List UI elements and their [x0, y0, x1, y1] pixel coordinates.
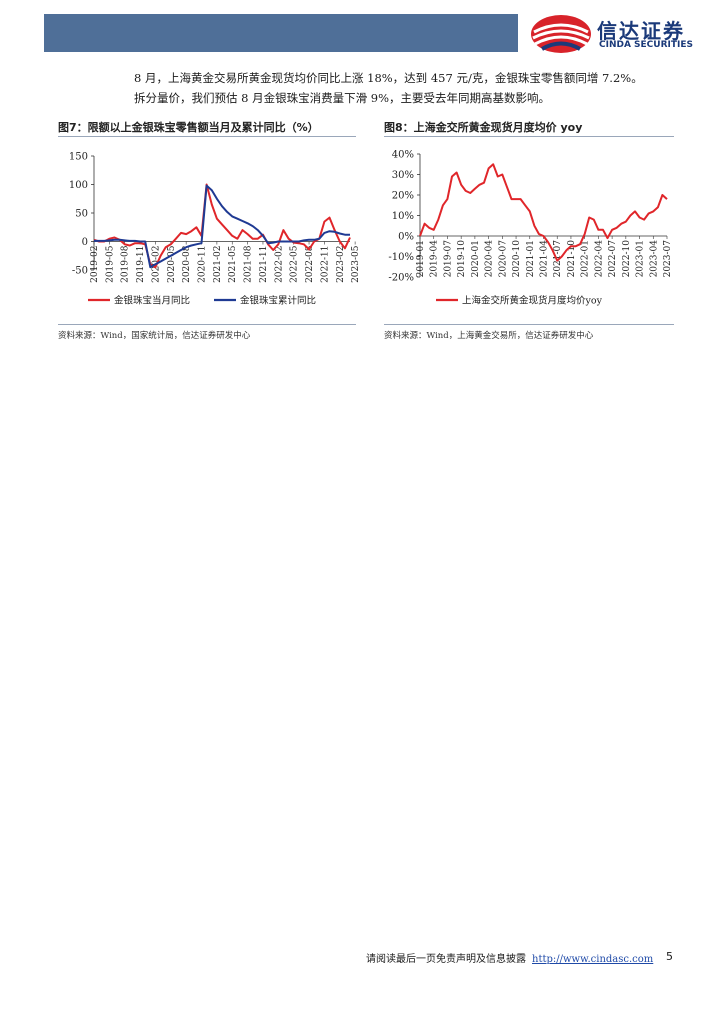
y-tick-label: 10% [392, 211, 414, 222]
y-tick-label: 0 [82, 237, 88, 248]
figure-8-top-rule [384, 136, 674, 137]
logo-english-name: CINDA SECURITIES [599, 40, 693, 50]
series-line-1 [93, 183, 351, 269]
figure-7-chart: 150 100 50 0 -50 2019-02 2019-05 2019-08 2019-11… [69, 152, 358, 307]
x-tick-label: 2022-07 [608, 240, 618, 278]
body-paragraph-line-1: 8 月，上海黄金交易所黄金现货均价同比上涨 18%，达到 457 元/克，金银珠… [134, 71, 643, 85]
x-tick-label: 2020-10 [512, 240, 522, 278]
y-tick-label: 50 [75, 209, 88, 220]
x-tick-label: 2019-04 [430, 240, 440, 278]
y-tick-label: 150 [69, 152, 88, 163]
x-tick-label: 2021-01 [526, 240, 536, 277]
x-tick-label: 2019-11 [136, 246, 146, 283]
figure-8-chart: 40%30%20%10%0%-10%-20%2019-01 2019-04 2019… [388, 150, 673, 307]
figure-7-bottom-rule [58, 324, 356, 325]
x-tick-label: 2022-02 [274, 246, 284, 283]
header-bar [44, 14, 518, 52]
y-tick-label: 0% [398, 232, 414, 243]
x-tick-label: 2021-05 [228, 245, 238, 283]
x-tick-label: 2021-10 [567, 240, 577, 278]
x-tick-label: 2023-02 [336, 246, 346, 283]
footer-disclaimer-text: 请阅读最后一页免责声明及信息披露 [366, 954, 526, 965]
cinda-logo-icon [531, 15, 591, 53]
x-tick-label: 2019-05 [105, 245, 115, 283]
figure-7-title: 图7：限额以上金银珠宝零售额当月及累计同比（%） [58, 121, 319, 134]
footer-url-link[interactable]: http://www.cindasc.com [532, 954, 654, 965]
x-tick-label: 2019-10 [457, 240, 467, 278]
y-tick-label: -20% [388, 273, 414, 284]
x-tick-label: 2019-02 [90, 246, 100, 283]
x-tick-label: 2022-04 [594, 240, 604, 278]
y-tick-label: 30% [392, 170, 414, 181]
x-tick-label: 2023-05 [351, 245, 358, 283]
x-tick-label: 2022-05 [290, 245, 300, 283]
x-tick-label: 2020-05 [167, 245, 177, 283]
y-tick-label: 20% [392, 191, 414, 202]
x-tick-label: 2019-07 [443, 240, 453, 278]
x-tick-label: 2020-07 [498, 240, 508, 278]
x-tick-label: 2020-04 [485, 240, 495, 278]
legend-label-2: 金银珠宝累计同比 [240, 295, 316, 307]
legend-label-1: 上海金交所黄金现货月度均价yoy [462, 295, 603, 307]
x-tick-label: 2021-08 [244, 245, 254, 283]
x-tick-label: 2022-10 [622, 240, 632, 278]
figure-8-title: 图8：上海金交所黄金现货月度均价 yoy [384, 121, 583, 134]
x-tick-label: 2023-07 [663, 240, 673, 278]
body-paragraph-line-2: 拆分量价，我们预估 8 月金银珠宝消费量下滑 9%，主要受去年同期高基数影响。 [134, 91, 551, 105]
figure-7-top-rule [58, 136, 356, 137]
logo-chinese-name: 信达证券 [597, 19, 685, 43]
x-tick-label: 2020-11 [198, 246, 208, 283]
company-logo: 信达证券 CINDA SECURITIES [528, 12, 708, 56]
series-line-2 [94, 184, 350, 269]
x-tick-label: 2019-01 [416, 240, 426, 277]
y-tick-label: 40% [392, 150, 414, 161]
x-tick-label: 2022-11 [320, 246, 330, 283]
x-tick-label: 2023-01 [636, 240, 646, 277]
y-tick-label: -10% [388, 252, 414, 263]
x-tick-label: 2021-11 [259, 246, 269, 283]
x-tick-label: 2023-04 [649, 240, 659, 278]
x-tick-label: 2019-08 [121, 245, 131, 283]
x-tick-label: 2021-02 [213, 246, 223, 283]
footer-disclaimer: 请阅读最后一页免责声明及信息披露 http://www.cindasc.com [366, 950, 653, 965]
x-tick-label: 2021-04 [540, 240, 550, 278]
legend-label-1: 金银珠宝当月同比 [114, 295, 190, 307]
x-tick-label: 2020-08 [182, 245, 192, 283]
page-number: 5 [666, 950, 673, 963]
x-tick-label: 2022-01 [581, 240, 591, 277]
x-tick-label: 2022-08 [305, 245, 315, 283]
figure-7-source: 资料来源：Wind，国家统计局，信达证券研发中心 [58, 331, 251, 341]
figure-8-bottom-rule [384, 324, 674, 325]
y-tick-label: 100 [69, 180, 88, 191]
series-line-1 [419, 163, 668, 262]
x-tick-label: 2020-01 [471, 240, 481, 277]
y-tick-label: -50 [72, 266, 88, 277]
figure-8-source: 资料来源：Wind，上海黄金交易所，信达证券研发中心 [384, 331, 594, 341]
